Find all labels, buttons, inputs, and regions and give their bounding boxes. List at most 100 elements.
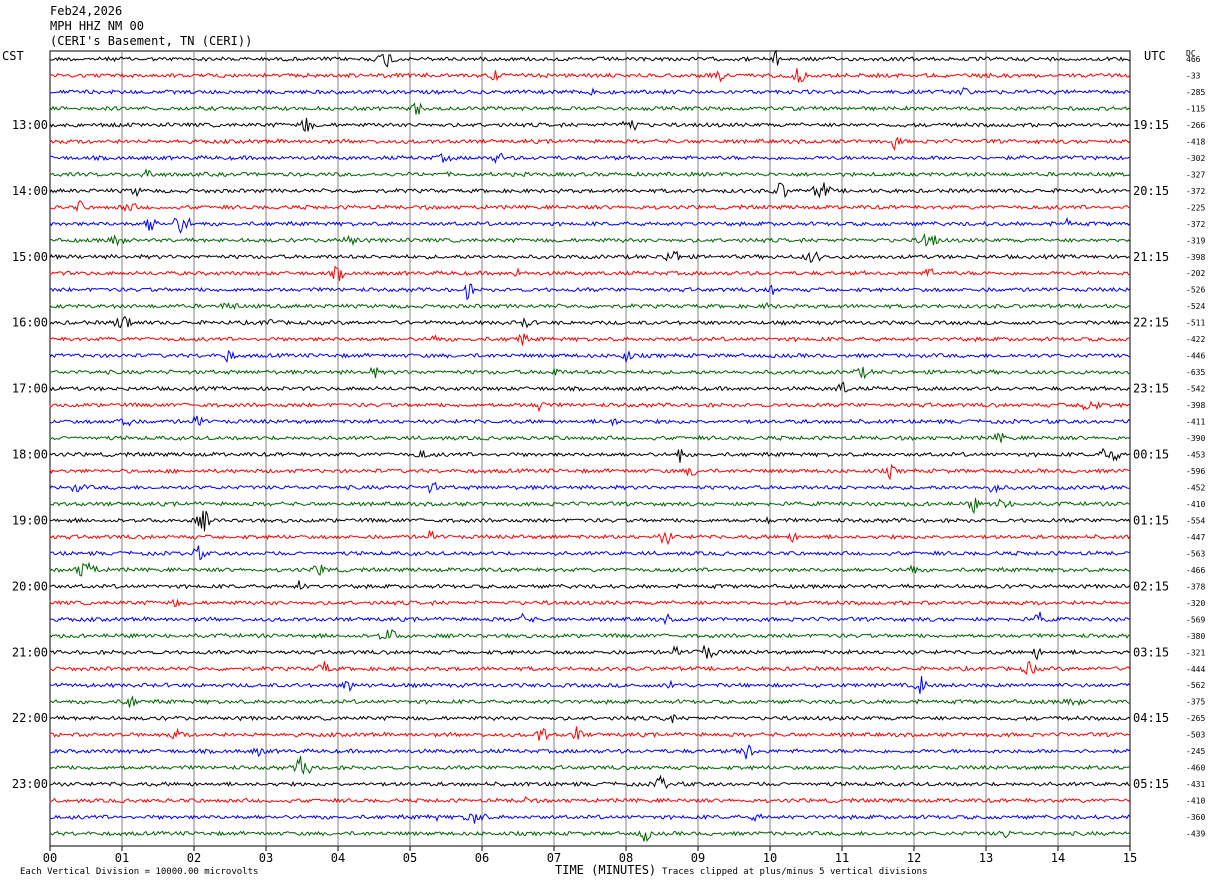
seismic-trace [49,774,1131,790]
trace-offset-label: -503 [1186,731,1205,740]
trace-offset-label: -418 [1186,137,1205,146]
trace-offset-label: -446 [1186,352,1205,361]
x-tick-label: 01 [115,851,129,865]
seismic-trace [49,349,1131,364]
trace-offset-label: -225 [1186,203,1205,212]
trace-offset-label: -439 [1186,830,1205,839]
x-tick-label: 06 [475,851,489,865]
trace-offset-label: -202 [1186,269,1205,278]
trace-offset-label: -562 [1186,681,1205,690]
seismic-trace [49,250,1131,263]
seismic-trace [49,611,1131,626]
x-tick-label: 14 [1051,851,1065,865]
right-hour-label: 21:15 [1133,250,1169,264]
dc-label: DC [1186,49,1196,58]
seismic-trace [49,660,1131,675]
right-hour-label: 03:15 [1133,645,1169,659]
seismic-trace [49,795,1131,804]
x-tick-label: 12 [907,851,921,865]
left-hour-label: 14:00 [12,184,48,198]
seismic-trace [49,168,1131,178]
seismic-trace [49,381,1131,393]
seismic-trace [49,713,1131,724]
left-hour-label: 21:00 [12,645,48,659]
seismic-trace [49,102,1131,115]
trace-offset-label: -460 [1186,764,1205,773]
trace-offset-label: -115 [1186,104,1205,113]
x-tick-label: 10 [763,851,777,865]
seismic-trace [49,400,1131,413]
trace-offset-label: -285 [1186,88,1205,97]
seismic-trace [49,830,1131,842]
left-hour-label: 22:00 [12,711,48,725]
seismic-trace [49,200,1131,213]
trace-offset-label: -635 [1186,368,1205,377]
trace-offset-label: -320 [1186,599,1205,608]
trace-offset-label: -380 [1186,632,1205,641]
trace-offset-label: -453 [1186,451,1205,460]
seismic-trace [49,645,1131,661]
trace-offset-label: -398 [1186,401,1205,410]
trace-offset-label: -266 [1186,121,1205,130]
right-hour-label: 20:15 [1133,184,1169,198]
seismic-trace [49,447,1131,463]
seismic-trace [49,301,1131,311]
seismic-trace [49,561,1131,577]
date-label: Feb24,2026 [50,4,123,18]
seismic-trace [49,232,1131,247]
trace-offset-label: -569 [1186,615,1205,624]
x-tick-label: 08 [619,851,633,865]
trace-offset-label: -319 [1186,236,1205,245]
trace-offset-label: -372 [1186,187,1205,196]
seismic-trace [49,726,1131,741]
trace-offset-label: -466 [1186,566,1205,575]
seismic-trace [49,49,1131,68]
trace-offset-label: -265 [1186,714,1205,723]
trace-offset-label: -410 [1186,797,1205,806]
x-tick-label: 07 [547,851,561,865]
seismic-trace [49,580,1131,590]
right-hour-label: 19:15 [1133,118,1169,132]
trace-offset-label: -327 [1186,170,1205,179]
seismic-trace [49,216,1131,235]
trace-offset-label: -542 [1186,385,1205,394]
left-hour-label: 13:00 [12,118,48,132]
seismic-trace [49,366,1131,380]
trace-offset-label: -390 [1186,434,1205,443]
trace-offset-label: -431 [1186,780,1205,789]
right-timezone-label: UTC [1144,49,1166,63]
x-tick-label: 00 [43,851,57,865]
right-hour-label: 05:15 [1133,777,1169,791]
trace-offset-label: -452 [1186,483,1205,492]
seismic-trace [49,481,1131,494]
right-hour-label: 04:15 [1133,711,1169,725]
station-label: MPH HHZ NM 00 [50,19,144,33]
x-tick-label: 13 [979,851,993,865]
x-tick-label: 11 [835,851,849,865]
trace-offset-label: -375 [1186,698,1205,707]
x-tick-label: 05 [403,851,417,865]
seismic-trace [49,695,1131,708]
seismic-trace [49,182,1131,199]
seismic-trace [49,432,1131,443]
right-hour-label: 01:15 [1133,513,1169,527]
trace-offset-label: -422 [1186,335,1205,344]
left-hour-label: 20:00 [12,579,48,593]
seismic-trace [49,415,1131,427]
scale-note: Each Vertical Division = 10000.00 microv… [20,867,259,877]
trace-offset-label: -245 [1186,747,1205,756]
left-hour-label: 17:00 [12,382,48,396]
x-tick-label: 09 [691,851,705,865]
seismic-trace [49,86,1131,96]
left-hour-label: 19:00 [12,513,48,527]
x-tick-label: 04 [331,851,345,865]
trace-offset-label: -596 [1186,467,1205,476]
seismic-trace [49,813,1131,824]
seismic-trace [49,744,1131,760]
seismic-trace [49,68,1131,83]
right-hour-label: 22:15 [1133,316,1169,330]
right-hour-label: 02:15 [1133,579,1169,593]
x-axis-title: TIME (MINUTES) [555,863,657,877]
seismic-trace [49,598,1131,607]
seismic-trace [49,117,1131,133]
